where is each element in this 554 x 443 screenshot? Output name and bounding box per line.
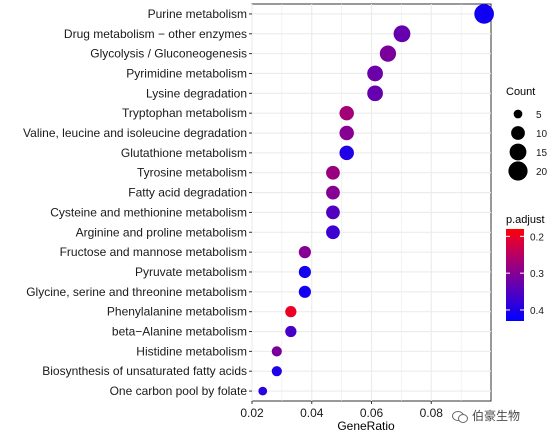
x-tick-label: 0.08 [420,406,444,420]
y-tick-label: Fatty acid degradation [128,186,247,200]
count-legend-label: 20 [536,167,548,178]
padjust-legend-label: 0.3 [530,269,544,280]
y-tick-label: Glycolysis / Gluconeogenesis [90,47,247,61]
y-tick-label: Fructose and mannose metabolism [60,245,247,259]
y-tick-label: Lysine degradation [146,86,247,100]
padjust-legend-label: 0.4 [530,306,544,317]
y-tick-label: Histidine metabolism [136,344,247,358]
data-point [326,205,340,220]
x-axis-labels: 0.02 0.04 0.06 0.08 [240,401,443,420]
y-tick-label: Tryptophan metabolism [122,106,247,120]
padjust-legend: p.adjust 0.2 0.3 0.4 [506,214,545,321]
y-tick-label: Pyrimidine metabolism [126,66,247,80]
data-point [271,366,282,377]
data-points [258,4,494,396]
count-legend-key [508,161,528,181]
count-legend-key [513,109,523,119]
watermark-text: 伯豪生物 [472,409,521,423]
y-tick-label: Phenylalanine metabolism [107,305,247,319]
y-tick-label: Valine, leucine and isoleucine degradati… [23,126,247,140]
padjust-colorbar [506,229,524,321]
data-point [285,306,297,318]
y-tick-label: Cysteine and methionine metabolism [50,205,247,219]
data-point [285,325,297,338]
data-point [326,165,340,180]
y-tick-label: Pyruvate metabolism [135,265,247,279]
data-point [367,65,383,82]
count-legend-key [511,126,525,140]
count-legend: Count 5 10 15 20 [506,86,548,181]
data-point [474,4,494,24]
count-legend-label: 15 [536,148,548,159]
x-tick-label: 0.06 [360,406,384,420]
data-point [326,225,340,240]
data-point [339,125,354,141]
y-tick-label: Tyrosine metabolism [137,166,247,180]
wechat-icon [452,410,468,423]
data-point [298,265,311,279]
padjust-legend-title: p.adjust [506,214,545,226]
data-point [339,105,354,121]
data-point [339,145,354,161]
y-axis-labels: Purine metabolism Drug metabolism − other… [23,7,252,398]
data-point [258,386,268,396]
y-tick-label: Drug metabolism − other enzymes [64,27,247,41]
y-tick-label: Biosynthesis of unsaturated fatty acids [42,364,247,378]
data-point [271,346,282,357]
count-legend-label: 10 [536,129,548,140]
data-point [367,85,383,102]
count-legend-key [509,143,527,161]
y-tick-label: Glutathione metabolism [121,146,247,160]
x-tick-label: 0.02 [240,406,264,420]
x-tick-label: 0.04 [300,406,324,420]
y-tick-label: Purine metabolism [148,7,247,21]
x-axis-title: GeneRatio [337,419,395,433]
data-point [393,25,411,43]
data-point [326,185,340,200]
watermark: 伯豪生物 [452,407,520,424]
data-point [298,285,311,298]
y-tick-label: Glycine, serine and threonine metabolism [26,285,247,299]
data-point [298,246,311,259]
y-tick-label: Arginine and proline metabolism [76,225,247,239]
padjust-legend-label: 0.2 [530,232,544,243]
y-tick-label: One carbon pool by folate [110,384,248,398]
y-tick-label: beta−Alanine metabolism [112,325,247,339]
count-legend-title: Count [506,86,535,98]
data-point [379,45,397,62]
count-legend-label: 5 [536,110,542,121]
